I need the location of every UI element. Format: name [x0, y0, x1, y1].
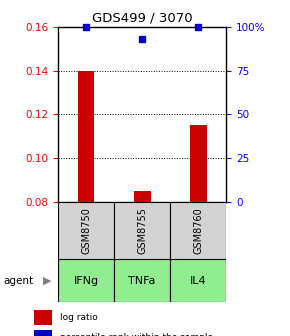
Bar	[170, 259, 226, 302]
Text: IL4: IL4	[190, 276, 206, 286]
Text: percentile rank within the sample: percentile rank within the sample	[60, 333, 213, 336]
Bar	[134, 191, 151, 202]
Bar	[114, 202, 170, 259]
Text: TNFa: TNFa	[128, 276, 156, 286]
Bar	[190, 125, 206, 202]
Text: GSM8750: GSM8750	[81, 207, 91, 254]
Text: GSM8760: GSM8760	[193, 207, 203, 254]
Text: ▶: ▶	[43, 276, 51, 286]
Bar	[114, 259, 170, 302]
Bar	[34, 330, 52, 336]
Bar	[58, 259, 114, 302]
Text: log ratio: log ratio	[60, 313, 97, 323]
Text: agent: agent	[3, 276, 33, 286]
Text: IFNg: IFNg	[73, 276, 99, 286]
Title: GDS499 / 3070: GDS499 / 3070	[92, 11, 192, 24]
Bar	[170, 202, 226, 259]
Bar	[78, 71, 95, 202]
Bar	[34, 310, 52, 325]
Bar	[58, 202, 114, 259]
Text: GSM8755: GSM8755	[137, 207, 147, 254]
